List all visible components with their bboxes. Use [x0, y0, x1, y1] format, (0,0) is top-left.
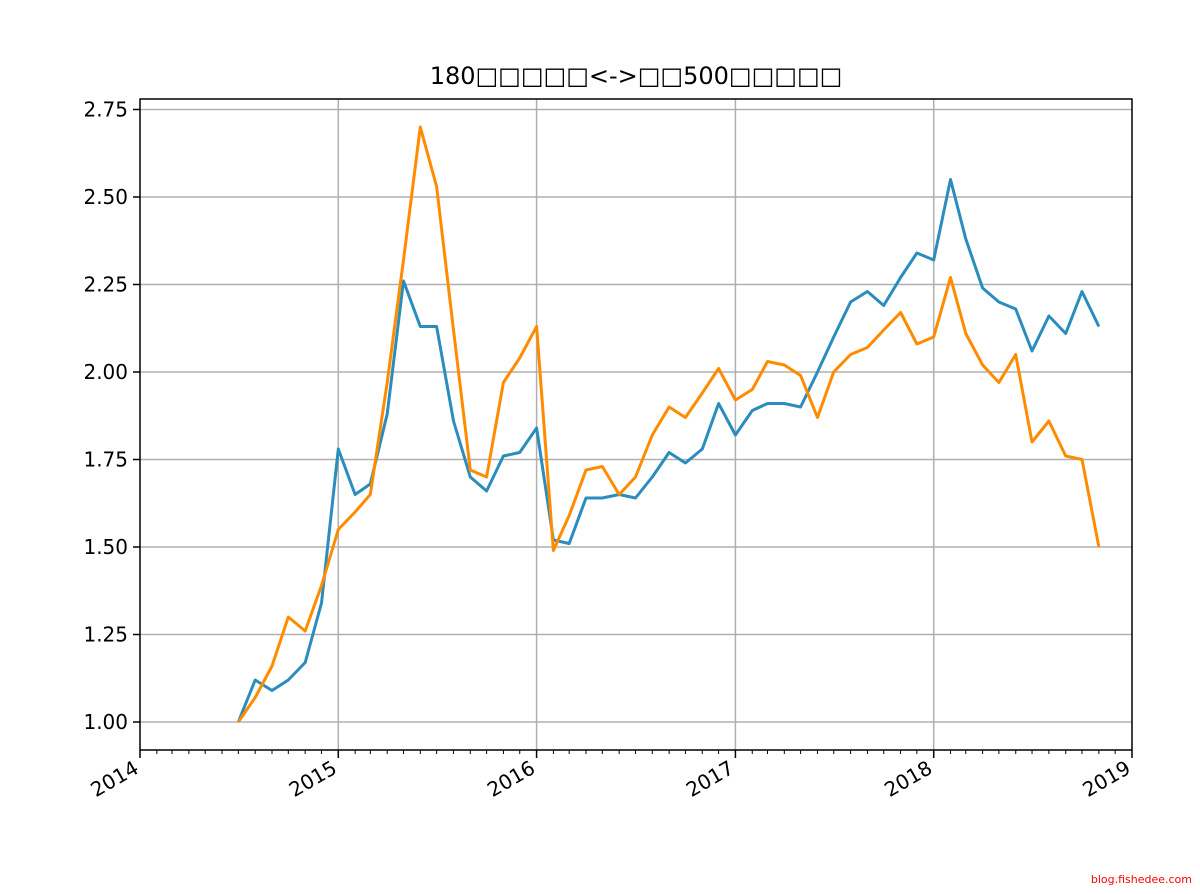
y-tick-label: 2.50 — [83, 185, 128, 209]
y-tick-label: 1.00 — [83, 710, 128, 734]
y-tick-label: 1.75 — [83, 448, 128, 472]
y-tick-label: 2.75 — [83, 98, 128, 122]
x-axis: 2014 2015 2016 2017 2018 2019 — [86, 750, 1135, 802]
x-tick-label: 2019 — [1078, 756, 1134, 802]
y-tick-label: 2.00 — [83, 360, 128, 384]
x-tick-label: 2016 — [483, 756, 539, 802]
series-lines — [236, 125, 1101, 723]
x-tick-label: 2017 — [682, 756, 738, 802]
chart-title: 180□□□□□<->□□500□□□□□ — [430, 62, 843, 90]
y-tick-label: 1.50 — [83, 535, 128, 559]
series-line-1 — [236, 178, 1101, 723]
x-tick-label: 2014 — [86, 756, 142, 802]
y-tick-label: 2.25 — [83, 273, 128, 297]
watermark: blog.fishedee.com — [1090, 873, 1192, 886]
plot-frame — [139, 98, 1133, 751]
x-tick-label: 2015 — [285, 756, 341, 802]
grid-lines — [140, 99, 1132, 750]
series-line-2 — [237, 125, 1101, 723]
y-axis: 1.00 1.25 1.50 1.75 2.00 2.25 2.50 2.75 — [83, 98, 140, 734]
x-tick-label: 2018 — [880, 756, 936, 802]
y-tick-label: 1.25 — [83, 623, 128, 647]
